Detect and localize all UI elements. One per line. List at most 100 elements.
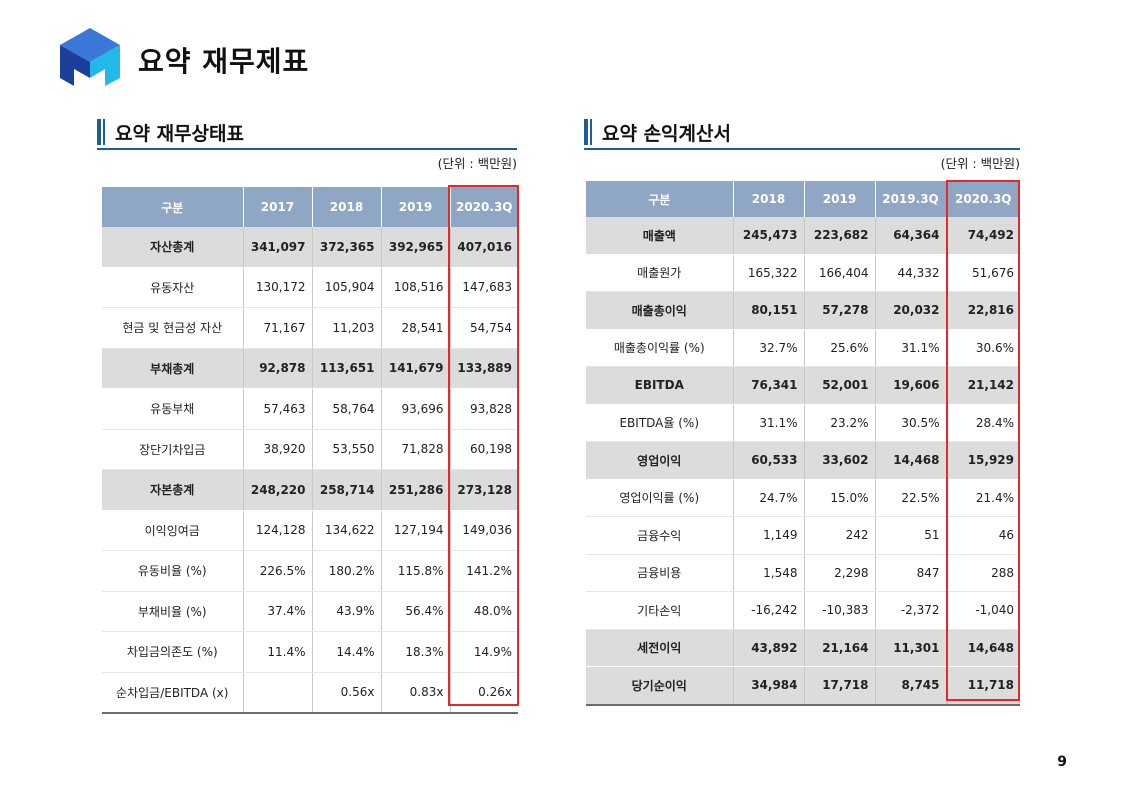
- table-row: 순차입금/EBITDA (x) 0.56x 0.83x 0.26x: [102, 672, 518, 714]
- column-header: 2020.3Q: [450, 187, 518, 227]
- table-cell: 51,676: [946, 254, 1020, 292]
- page-number: 9: [1057, 754, 1067, 770]
- table-cell: 44,332: [875, 254, 947, 292]
- table-cell: 14,468: [875, 441, 947, 480]
- table-cell: 2,298: [804, 554, 876, 592]
- table-row: 차입금의존도 (%) 11.4% 14.4% 18.3% 14.9%: [102, 631, 518, 673]
- table-cell: 133,889: [450, 348, 518, 389]
- row-label: 매출총이익: [586, 291, 734, 330]
- table-row: 자본총계 248,220 258,714 251,286 273,128: [102, 469, 518, 511]
- table-cell: 38,920: [243, 429, 313, 470]
- table-cell: 37.4%: [243, 591, 313, 632]
- table-cell: 1,548: [733, 554, 805, 592]
- section-bar: [103, 119, 105, 145]
- table-cell: 127,194: [381, 510, 451, 551]
- table-row: 금융수익 1,149 242 51 46: [586, 516, 1020, 555]
- table-row: 이익잉여금 124,128 134,622 127,194 149,036: [102, 510, 518, 551]
- table-row: EBITDA율 (%) 31.1% 23.2% 30.5% 28.4%: [586, 404, 1020, 442]
- table-cell: 22,816: [946, 291, 1020, 330]
- table-cell: 71,828: [381, 429, 451, 470]
- row-label: 자본총계: [102, 469, 244, 511]
- table-cell: [243, 672, 313, 714]
- row-label: 매출액: [586, 217, 734, 255]
- table-cell: 251,286: [381, 469, 451, 511]
- table-row: 현금 및 현금성 자산 71,167 11,203 28,541 54,754: [102, 307, 518, 349]
- table-cell: 30.6%: [946, 329, 1020, 367]
- row-label: 부채총계: [102, 348, 244, 389]
- table-cell: 245,473: [733, 217, 805, 255]
- table-row: 매출원가 165,322 166,404 44,332 51,676: [586, 254, 1020, 292]
- table-cell: 32.7%: [733, 329, 805, 367]
- highlight-box: [946, 180, 1020, 701]
- table-cell: 15,929: [946, 441, 1020, 480]
- table-header-row: 구분 2018 2019 2019.3Q 2020.3Q: [586, 181, 1020, 217]
- table-cell: 14,648: [946, 629, 1020, 667]
- table-row: 금융비용 1,548 2,298 847 288: [586, 554, 1020, 592]
- table-cell: 165,322: [733, 254, 805, 292]
- section-header: 요약 재무상태표: [97, 116, 517, 150]
- table-cell: 28.4%: [946, 404, 1020, 442]
- table-row: 당기순이익 34,984 17,718 8,745 11,718: [586, 666, 1020, 706]
- table-cell: 0.83x: [381, 672, 451, 714]
- unit-label: (단위 : 백만원): [437, 156, 517, 171]
- table-cell: 34,984: [733, 666, 805, 706]
- table-cell: 25.6%: [804, 329, 876, 367]
- table-cell: 43,892: [733, 629, 805, 667]
- table-cell: 57,463: [243, 388, 313, 430]
- table-cell: 80,151: [733, 291, 805, 330]
- table-row: 세전이익 43,892 21,164 11,301 14,648: [586, 629, 1020, 667]
- unit-label: (단위 : 백만원): [940, 156, 1020, 171]
- table-cell: 54,754: [450, 307, 518, 349]
- table-cell: 14.9%: [450, 631, 518, 673]
- row-label: EBITDA율 (%): [586, 404, 734, 442]
- table-cell: 105,904: [312, 267, 382, 308]
- table-row: 유동자산 130,172 105,904 108,516 147,683: [102, 267, 518, 308]
- company-logo: [60, 28, 120, 86]
- table-cell: 288: [946, 554, 1020, 592]
- section-title: 요약 재무상태표: [115, 123, 244, 145]
- table-cell: 8,745: [875, 666, 947, 706]
- table-row: 영업이익 60,533 33,602 14,468 15,929: [586, 441, 1020, 480]
- column-header: 구분: [586, 181, 734, 217]
- table-cell: 56.4%: [381, 591, 451, 632]
- table-row: 유동부채 57,463 58,764 93,696 93,828: [102, 388, 518, 430]
- row-label: 이익잉여금: [102, 510, 244, 551]
- table-cell: -1,040: [946, 591, 1020, 630]
- table-cell: 30.5%: [875, 404, 947, 442]
- section-bar: [97, 119, 101, 145]
- column-header: 2020.3Q: [946, 181, 1020, 217]
- table-cell: 19,606: [875, 366, 947, 405]
- table-cell: 134,622: [312, 510, 382, 551]
- table-cell: 18.3%: [381, 631, 451, 673]
- table-cell: 60,198: [450, 429, 518, 470]
- table-cell: 24.7%: [733, 479, 805, 517]
- section-bar: [590, 119, 592, 145]
- row-label: 매출총이익률 (%): [586, 329, 734, 367]
- table-cell: 11,301: [875, 629, 947, 667]
- row-label: 장단기차입금: [102, 429, 244, 470]
- table-cell: 0.26x: [450, 672, 518, 714]
- table-cell: 124,128: [243, 510, 313, 551]
- column-header: 구분: [102, 187, 244, 227]
- table-cell: 74,492: [946, 217, 1020, 255]
- table-cell: 0.56x: [312, 672, 382, 714]
- row-label: 당기순이익: [586, 666, 734, 706]
- row-label: 유동비율 (%): [102, 550, 244, 592]
- table-cell: 372,365: [312, 227, 382, 268]
- table-cell: 14.4%: [312, 631, 382, 673]
- table-cell: 76,341: [733, 366, 805, 405]
- table-cell: 258,714: [312, 469, 382, 511]
- table-row: 매출총이익률 (%) 32.7% 25.6% 31.1% 30.6%: [586, 329, 1020, 367]
- row-label: 금융비용: [586, 554, 734, 592]
- table-cell: 51: [875, 516, 947, 555]
- table-cell: 58,764: [312, 388, 382, 430]
- section-title: 요약 손익계산서: [602, 123, 731, 145]
- table-cell: 17,718: [804, 666, 876, 706]
- table-cell: 11,718: [946, 666, 1020, 706]
- table-cell: 31.1%: [733, 404, 805, 442]
- table-cell: 847: [875, 554, 947, 592]
- balance-sheet-section: 요약 재무상태표 (단위 : 백만원): [97, 116, 517, 172]
- table-cell: 226.5%: [243, 550, 313, 592]
- row-label: EBITDA: [586, 366, 734, 405]
- table-cell: 21,164: [804, 629, 876, 667]
